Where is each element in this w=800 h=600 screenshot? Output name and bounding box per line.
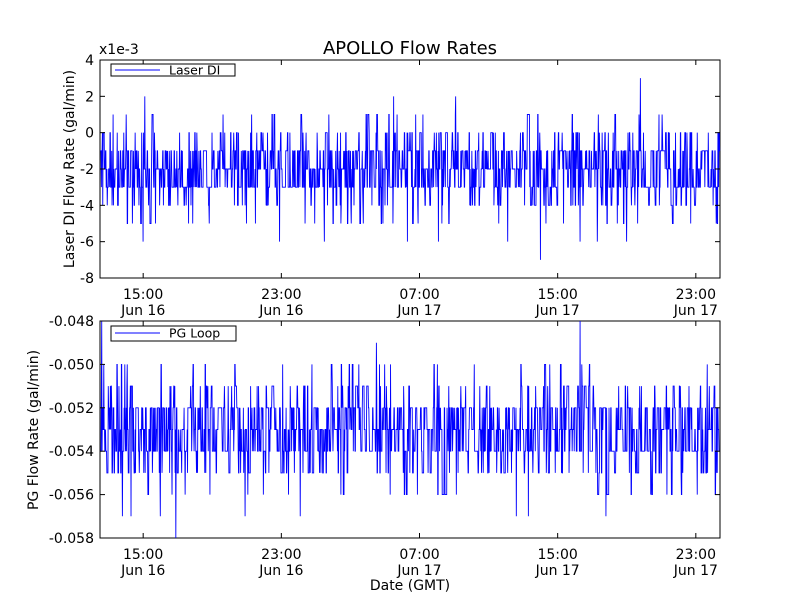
pg-loop-series-line [100, 320, 720, 539]
laser-di-legend-label: Laser DI [169, 63, 220, 78]
laser-di-y-tick-label: 4 [85, 53, 94, 69]
laser-di-y-tick-label: -4 [80, 198, 94, 214]
figure-title: APOLLO Flow Rates [323, 38, 497, 59]
pg-loop-x-tick-time: 23:00 [676, 547, 716, 563]
x-axis-label: Date (GMT) [370, 578, 450, 594]
laser-di-y-tick-label: -2 [80, 162, 94, 178]
laser-di-y-tick-label: 2 [85, 89, 94, 105]
pg-loop-y-ticks: -0.048 -0.050 -0.052 -0.054 -0.056 -0.058 [49, 314, 720, 547]
pg-loop-x-tick-date: Jun 16 [258, 563, 303, 579]
pg-loop-legend-box [110, 325, 237, 342]
pg-loop-y-tick-label: -0.052 [49, 401, 94, 417]
laser-di-y-axis-label: Laser DI Flow Rate (gal/min) [62, 70, 78, 268]
laser-di-x-tick-date: Jun 17 [396, 303, 441, 319]
laser-di-x-tick-date: Jun 17 [673, 303, 718, 319]
pg-loop-y-tick-label: -0.048 [49, 314, 94, 330]
pg-loop-x-tick-date: Jun 17 [535, 563, 580, 579]
laser-di-x-tick-time: 15:00 [537, 287, 577, 303]
pg-loop-legend: PG Loop [110, 325, 237, 342]
laser-di-x-tick-date: Jun 17 [535, 303, 580, 319]
pg-loop-y-axis-label: PG Flow Rate (gal/min) [26, 350, 42, 510]
laser-di-series-line [100, 78, 721, 260]
pg-loop-x-tick-time: 15:00 [537, 547, 577, 563]
laser-di-legend-box [110, 63, 236, 77]
pg-loop-x-tick-time: 15:00 [123, 547, 163, 563]
laser-di-y-ticks: 4 2 0 -2 -4 -6 -8 [80, 53, 720, 287]
pg-loop-x-tick-date: Jun 17 [396, 563, 441, 579]
laser-di-x-tick-date: Jun 16 [120, 303, 165, 319]
pg-loop-y-tick-label: -0.050 [49, 357, 94, 373]
pg-loop-x-tick-date: Jun 17 [673, 563, 718, 579]
laser-di-series-path [100, 78, 721, 260]
laser-di-y-tick-label: 0 [85, 126, 94, 142]
pg-loop-y-tick-label: -0.058 [49, 531, 94, 547]
laser-di-legend: Laser DI [110, 63, 236, 78]
pg-loop-x-tick-time: 07:00 [399, 547, 439, 563]
pg-loop-y-tick-label: -0.056 [49, 488, 94, 504]
laser-di-x-tick-time: 15:00 [123, 287, 163, 303]
pg-loop-y-tick-label: -0.054 [49, 444, 94, 460]
laser-di-x-tick-time: 07:00 [399, 287, 439, 303]
pg-loop-series-path [100, 320, 720, 539]
laser-di-y-tick-label: -8 [80, 271, 94, 287]
pg-loop-panel: -0.048 -0.050 -0.052 -0.054 -0.056 -0.058 15:… [26, 314, 721, 579]
laser-di-y-tick-label: -6 [80, 235, 94, 251]
pg-loop-legend-label: PG Loop [169, 326, 220, 341]
laser-di-multiplier-label: x1e-3 [99, 42, 139, 58]
laser-di-x-tick-time: 23:00 [261, 287, 301, 303]
laser-di-x-tick-time: 23:00 [676, 287, 716, 303]
pg-loop-x-tick-time: 23:00 [261, 547, 301, 563]
pg-loop-x-tick-date: Jun 16 [120, 563, 165, 579]
laser-di-x-tick-date: Jun 16 [258, 303, 303, 319]
